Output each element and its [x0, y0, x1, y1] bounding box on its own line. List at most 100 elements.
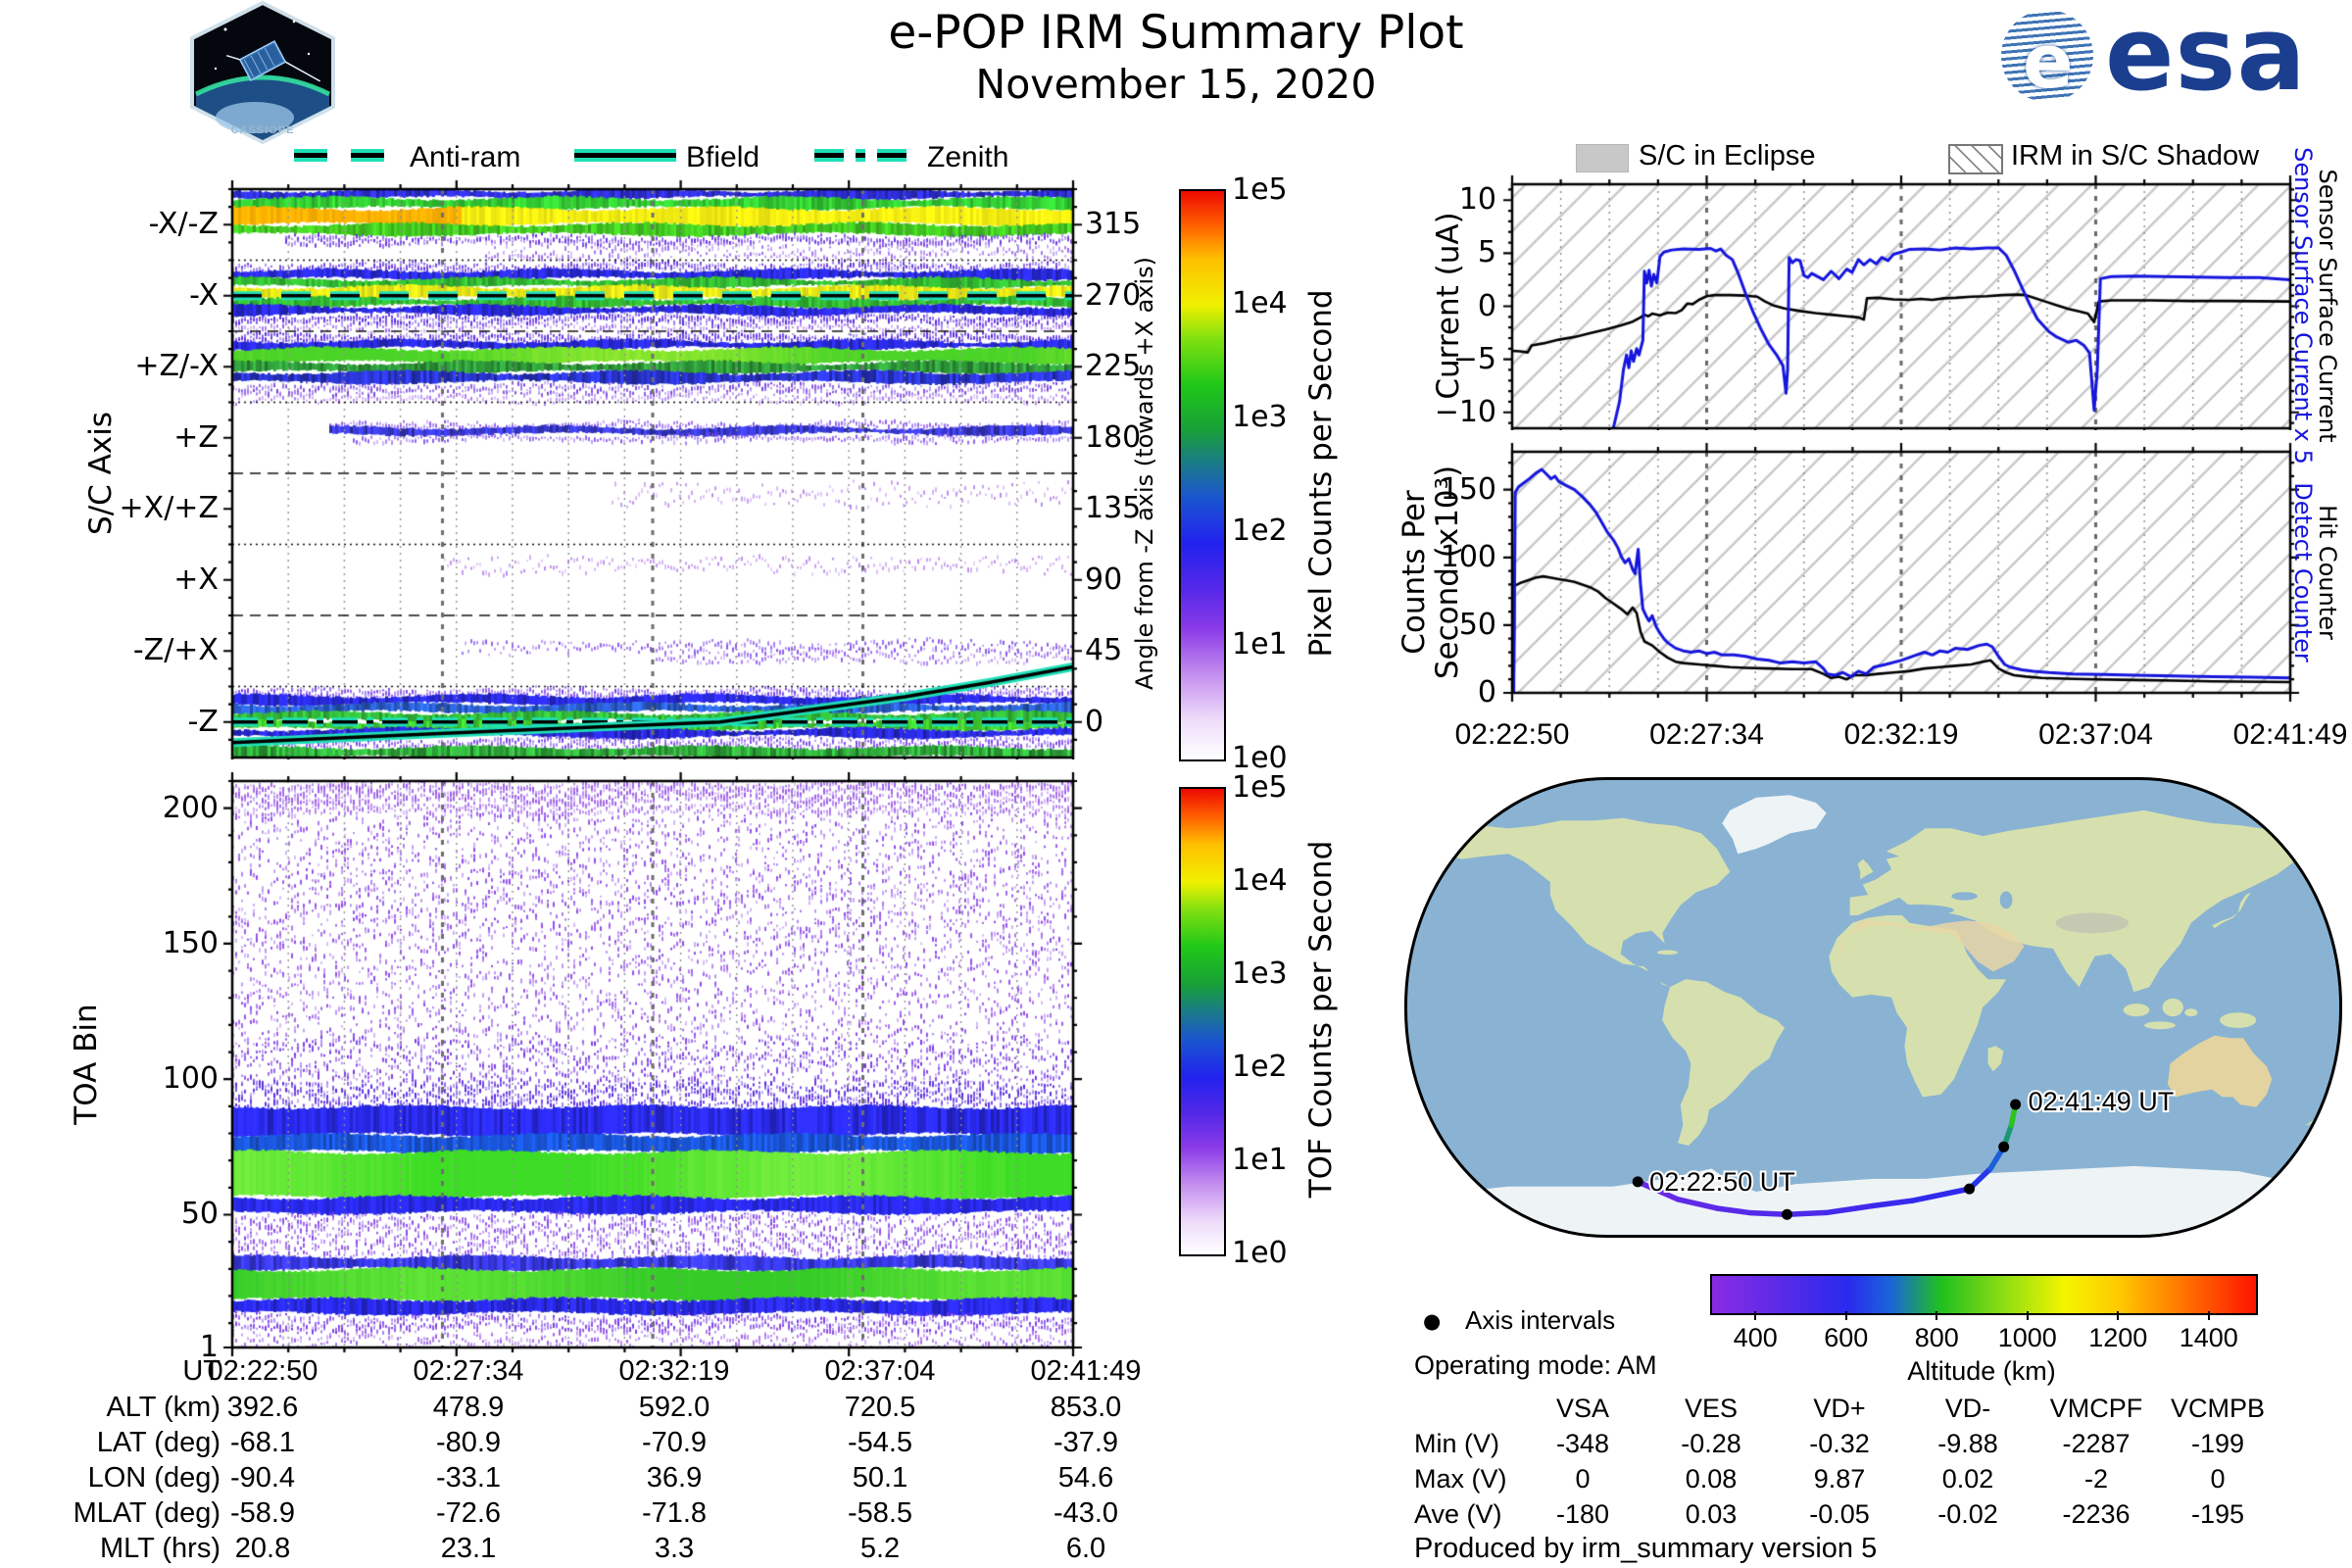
- nav-table-row-label: ALT (km): [106, 1392, 220, 1423]
- nav-table-cell: -70.9: [641, 1427, 708, 1458]
- voltage-table-cell: 9.87: [1813, 1464, 1866, 1494]
- map-south-america: [1662, 979, 1786, 1146]
- voltage-table-header: VD-: [1944, 1394, 1991, 1423]
- direction-legend-label: Bfield: [686, 141, 760, 173]
- altitude-bar-tickmark: [2026, 1311, 2029, 1320]
- nav-table-cell: -71.8: [641, 1497, 708, 1529]
- nav-table-cell: -37.9: [1053, 1427, 1119, 1458]
- tof-colorbar-tick: 1e0: [1232, 1236, 1288, 1270]
- toa-bin-tick: 1: [199, 1330, 219, 1364]
- nav-table-cell: -33.1: [435, 1462, 502, 1494]
- current-ytick: −5: [1452, 341, 1496, 376]
- pixel-colorbar-tick: 1e0: [1232, 741, 1288, 775]
- map-black-sea: [1951, 892, 1978, 901]
- nav-table-row-label: UT: [182, 1355, 220, 1387]
- axis-interval-dot: [1632, 1176, 1643, 1188]
- current-plot-canvas: [1491, 163, 2312, 450]
- nav-table-cell: 02:41:49: [1030, 1355, 1142, 1387]
- counts-ytick: 50: [1458, 607, 1496, 642]
- voltage-table-header: VSA: [1555, 1394, 1610, 1423]
- axis-interval-dot: [2010, 1099, 2022, 1110]
- esa-globe-icon: e: [2001, 10, 2093, 102]
- operating-mode-label: Operating mode: AM: [1414, 1350, 1657, 1380]
- angle-axis-tick: 135: [1085, 491, 1142, 526]
- altitude-bar-tick: 600: [1824, 1323, 1869, 1352]
- nav-table-row-label: MLT (hrs): [100, 1533, 220, 1564]
- nav-table-cell: 6.0: [1065, 1533, 1106, 1564]
- map-island: [2184, 1008, 2198, 1017]
- pixel-colorbar-tick: 1e4: [1232, 286, 1288, 320]
- nav-table-cell: 02:27:34: [413, 1355, 524, 1387]
- nav-table-cell: 23.1: [440, 1533, 497, 1564]
- voltage-table-cell: -0.32: [1809, 1429, 1870, 1458]
- current-ytick: 5: [1477, 235, 1496, 270]
- nav-table-cell: -72.6: [435, 1497, 502, 1529]
- pixel-colorbar-tick: 1e5: [1232, 172, 1288, 207]
- angle-axis-tick: 90: [1085, 562, 1123, 597]
- ground-track-segment: [1675, 1197, 1720, 1211]
- axis-interval-dot: [1782, 1208, 1793, 1220]
- voltage-table-cell: -180: [1555, 1499, 1610, 1529]
- voltage-table-row-label: Max (V): [1414, 1464, 1507, 1494]
- time-axis-tick: 02:32:19: [1843, 718, 1959, 751]
- angle-axis-tick: 225: [1085, 349, 1142, 384]
- legend-line-core: [814, 153, 916, 158]
- angle-axis-tick: 45: [1085, 633, 1123, 668]
- nav-table-cell: 3.3: [654, 1533, 695, 1564]
- voltage-table-cell: -0.28: [1681, 1429, 1741, 1458]
- page-date: November 15, 2020: [975, 61, 1377, 108]
- nav-table-cell: 20.8: [234, 1533, 291, 1564]
- toa-bin-tick: 50: [180, 1197, 219, 1232]
- current-ytick: 10: [1458, 182, 1496, 218]
- angle-axis-label: Angle from -Z axis (towards +X axis): [1131, 256, 1158, 691]
- map-mediterranean: [1881, 905, 1954, 916]
- altitude-bar-tick: 800: [1914, 1323, 1959, 1352]
- nav-table-cell: 592.0: [638, 1392, 710, 1423]
- voltage-table-cell: -9.88: [1937, 1429, 1998, 1458]
- right-axis-channel-label: Detect Counter: [2289, 482, 2317, 662]
- esa-logo: e esa: [2001, 0, 2344, 114]
- map-greenland: [1722, 795, 1827, 855]
- voltage-table-cell: 0: [1575, 1464, 1591, 1494]
- axis-intervals-marker-icon: ●: [1423, 1309, 1442, 1333]
- altitude-bar-tickmark: [1936, 1311, 1938, 1320]
- eclipse-legend-label: IRM in S/C Shadow: [2011, 140, 2260, 172]
- map-africa: [1829, 915, 2007, 1098]
- sc-axis-tick: +X/+Z: [119, 491, 219, 526]
- voltage-table-cell: -2287: [2062, 1429, 2131, 1458]
- sc-axis-tick: +X: [173, 562, 219, 597]
- legend-line-core: [574, 153, 676, 158]
- ground-track-segment: [1635, 1179, 1681, 1202]
- nav-table-cell: 392.6: [226, 1392, 299, 1423]
- nav-table-cell: -58.9: [229, 1497, 296, 1529]
- nav-table-cell: 50.1: [852, 1462, 908, 1494]
- pixel-colorbar-label: Pixel Counts per Second: [1303, 289, 1339, 658]
- direction-legend-sample-anti-ram: [294, 149, 400, 162]
- current-ytick: −10: [1434, 394, 1496, 429]
- altitude-colorbar: [1710, 1274, 2258, 1315]
- nav-table-cell: -43.0: [1053, 1497, 1119, 1529]
- altitude-bar-tickmark: [1754, 1311, 1757, 1320]
- nav-table-row-label: MLAT (deg): [73, 1497, 220, 1529]
- current-ytick: 0: [1477, 288, 1496, 323]
- map-madagascar: [1987, 1046, 2004, 1072]
- angle-axis-tick: 0: [1085, 704, 1104, 739]
- sc-axis-tick: +Z: [173, 419, 219, 455]
- shadow-hatched-swatch: [1948, 144, 2003, 174]
- map-north-america: [1441, 817, 1731, 988]
- voltage-table-cell: 0.08: [1685, 1464, 1738, 1494]
- eclipse-legend-label: S/C in Eclipse: [1639, 140, 1816, 172]
- ground-track-segment: [1747, 1209, 1790, 1217]
- voltage-table-cell: 0: [2210, 1464, 2226, 1494]
- altitude-bar-tickmark: [2207, 1311, 2210, 1320]
- nav-table-cell: -54.5: [847, 1427, 913, 1458]
- nav-table-cell: 02:32:19: [618, 1355, 730, 1387]
- sc-axis-tick: -Z/+X: [132, 633, 219, 668]
- ground-track-segment: [1784, 1209, 1830, 1217]
- track-start-label: 02:22:50 UT: [1649, 1167, 1795, 1197]
- patch-satellite: [225, 40, 321, 82]
- nav-table-cell: 54.6: [1057, 1462, 1114, 1494]
- pixel-colorbar: [1179, 189, 1226, 761]
- nav-table-cell: -58.5: [847, 1497, 913, 1529]
- page-title: e-POP IRM Summary Plot: [888, 6, 1464, 60]
